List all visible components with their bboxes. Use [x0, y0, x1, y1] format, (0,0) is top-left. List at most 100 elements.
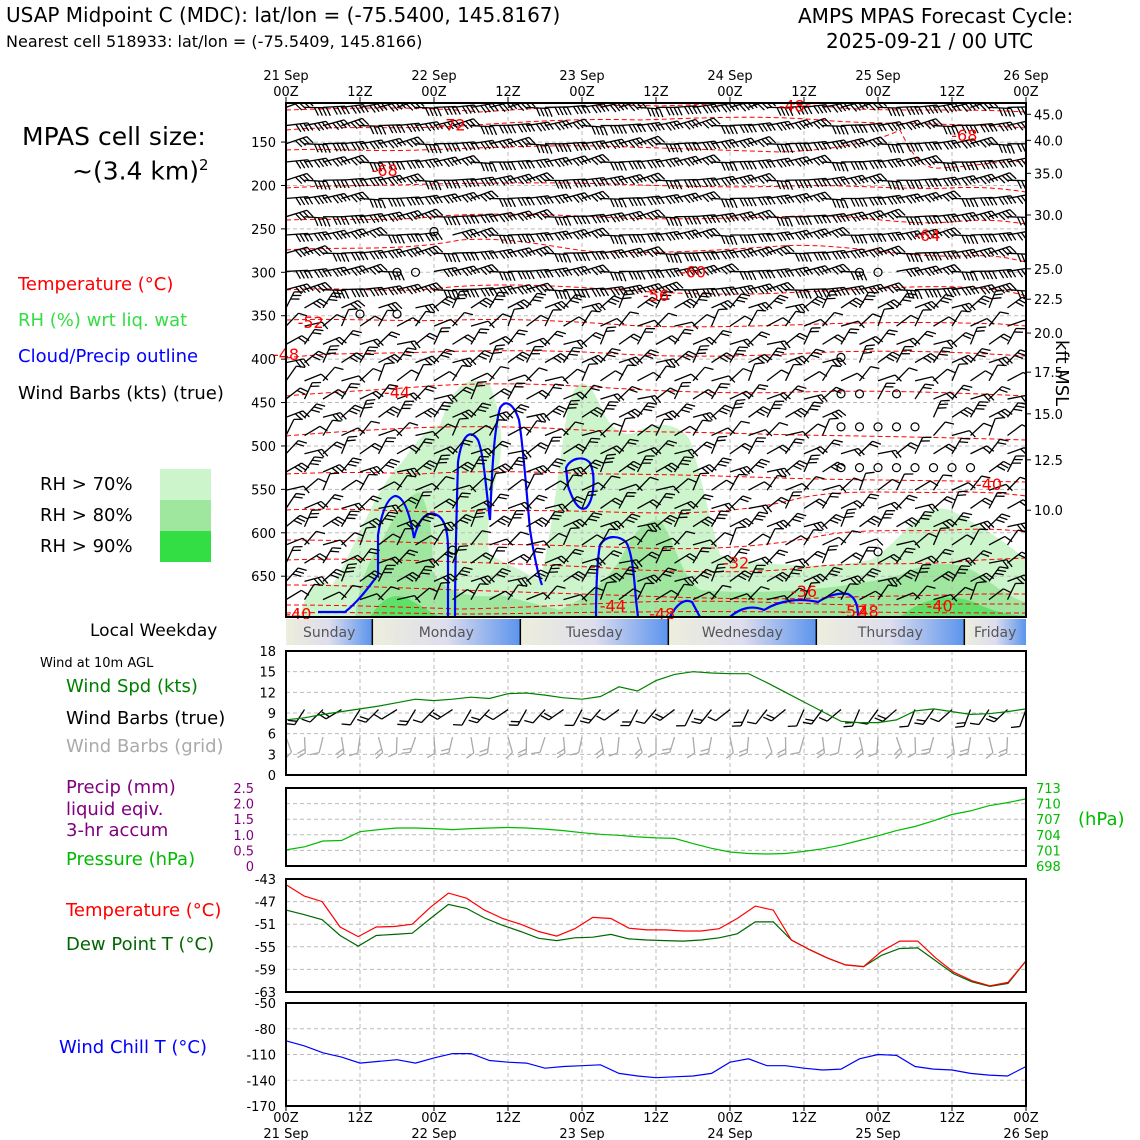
- upper-wind-barb: [544, 106, 572, 116]
- y-tick-label: -80: [255, 1023, 276, 1038]
- upper-wind-barb: [692, 591, 717, 601]
- upper-wind-barb: [969, 475, 991, 491]
- model-title: AMPS MPAS Forecast Cycle:: [798, 4, 1074, 28]
- y-tick-label: -63: [255, 986, 276, 1001]
- upper-wind-barb: [766, 347, 787, 363]
- upper-wind-barb: [692, 366, 714, 382]
- upper-wind-barb: [341, 479, 365, 491]
- upper-wind-barb: [988, 416, 1005, 436]
- upper-wind-barb: [859, 335, 884, 345]
- surface-wind-barb-true: [453, 709, 472, 726]
- upper-wind-barb: [452, 141, 480, 151]
- upper-wind-barb: [470, 552, 494, 564]
- height-tick-label: 12.5: [1034, 454, 1063, 469]
- upper-wind-barb: [970, 317, 995, 327]
- upper-wind-barb: [970, 210, 999, 222]
- upper-wind-barb: [359, 124, 387, 135]
- upper-wind-barb: [859, 568, 881, 582]
- upper-wind-barb: [970, 497, 994, 510]
- upper-wind-barb: [988, 385, 1011, 400]
- upper-wind-barb: [970, 445, 995, 455]
- upper-wind-barb: [1007, 499, 1026, 510]
- upper-wind-barb: [618, 364, 637, 382]
- y-tick-label: 3: [268, 748, 276, 763]
- precip-tick-label: 0.5: [233, 844, 254, 859]
- legend-pressure: Pressure (hPa): [66, 849, 196, 870]
- upper-wind-barb: [618, 460, 642, 473]
- pressure-line: [285, 798, 1027, 855]
- upper-wind-barb: [803, 394, 828, 403]
- upper-wind-barb: [489, 138, 518, 149]
- upper-wind-barb: [618, 416, 635, 436]
- upper-wind-barb: [747, 511, 769, 528]
- surface-wind-barb-true: [508, 709, 528, 726]
- upper-wind-barb: [359, 465, 384, 476]
- upper-wind-barb: [674, 530, 696, 546]
- upper-wind-barb: [526, 412, 551, 423]
- upper-wind-barb: [600, 161, 627, 171]
- upper-wind-barb: [340, 435, 358, 455]
- surface-wind-barb-true: [357, 709, 379, 723]
- upper-wind-barb: [710, 382, 730, 400]
- upper-wind-barb: [396, 340, 421, 350]
- upper-wind-barb: [674, 118, 703, 130]
- upper-wind-barb: [396, 173, 425, 185]
- upper-wind-barb: [1007, 230, 1026, 241]
- upper-wind-barb: [359, 526, 376, 546]
- upper-wind-barb: [600, 445, 625, 455]
- upper-wind-barb: [378, 504, 403, 514]
- upper-wind-barb: [507, 233, 535, 243]
- upper-wind-barb: [969, 528, 989, 546]
- upper-wind-barb: [618, 356, 643, 367]
- upper-wind-barb: [784, 363, 803, 382]
- upper-wind-barb: [618, 513, 641, 528]
- upper-wind-barb: [618, 385, 641, 400]
- upper-wind-barb: [452, 118, 481, 130]
- upper-wind-barb: [304, 448, 329, 458]
- upper-wind-barb: [896, 156, 925, 168]
- upper-wind-barb: [526, 442, 550, 455]
- upper-wind-barb: [748, 429, 773, 437]
- upper-wind-barb: [933, 176, 961, 187]
- temperature-contour-label: -72: [439, 116, 465, 135]
- upper-wind-barb: [803, 318, 828, 327]
- upper-wind-barb: [340, 382, 360, 400]
- upper-wind-barb: [618, 137, 647, 149]
- upper-wind-barb: [969, 326, 987, 345]
- weekday-segment: [816, 619, 965, 645]
- top-hour-label: 00Z: [273, 85, 299, 100]
- upper-wind-barb: [489, 175, 518, 186]
- upper-wind-barb: [914, 300, 939, 311]
- upper-wind-barb: [692, 494, 714, 509]
- upper-wind-barb: [1007, 476, 1026, 491]
- upper-wind-barb: [933, 139, 961, 150]
- upper-wind-barb: [914, 585, 936, 601]
- upper-wind-barb: [988, 245, 1017, 257]
- surface-wind-barb-true: [969, 709, 990, 726]
- upper-wind-barb: [637, 135, 666, 148]
- upper-wind-barb: [525, 345, 544, 363]
- upper-wind-barb: [711, 138, 740, 150]
- upper-wind-barb: [433, 193, 462, 204]
- upper-wind-barb: [970, 295, 993, 309]
- upper-wind-barb: [914, 510, 934, 528]
- upper-wind-barb: [544, 300, 569, 311]
- upper-wind-barb: [526, 337, 551, 347]
- upper-wind-barb: [636, 529, 657, 546]
- upper-wind-barb: [581, 310, 601, 327]
- upper-wind-barb: [692, 292, 712, 309]
- upper-wind-barb: [489, 285, 517, 296]
- upper-wind-barb: [803, 295, 827, 309]
- upper-wind-barb: [877, 208, 906, 220]
- upper-wind-barb: [729, 284, 758, 296]
- upper-wind-barb: [730, 234, 757, 244]
- upper-wind-barb: [600, 138, 629, 150]
- weekday-segment: [372, 619, 521, 645]
- upper-wind-barb: [563, 496, 586, 509]
- upper-wind-barb: [562, 474, 583, 491]
- upper-wind-barb: [415, 385, 437, 400]
- surface-wind-barb-grid: [374, 736, 384, 759]
- upper-wind-barb: [859, 233, 887, 243]
